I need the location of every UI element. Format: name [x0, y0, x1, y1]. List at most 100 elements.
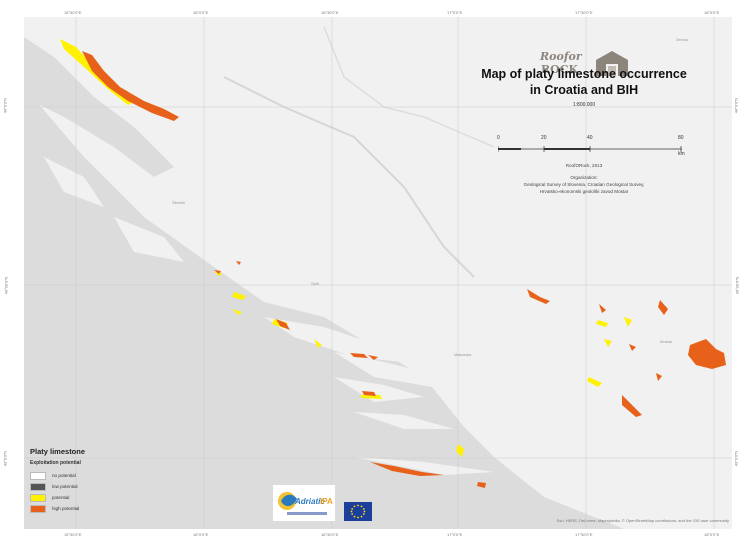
occurrence-potential-polygon: [604, 339, 612, 347]
logo-text: Roofor: [540, 50, 582, 63]
scalebar-label: 80: [678, 135, 684, 141]
occurrence-high-polygon: [599, 304, 606, 313]
occurrence-high-polygon: [276, 319, 290, 330]
graticule-label-bottom: 15°30'0"E: [64, 532, 82, 537]
map-title: Map of platy limestone occurrence in Cro…: [481, 67, 687, 97]
svg-text:IPA: IPA: [320, 497, 333, 506]
graticule-label-bottom: 17°0'0"E: [447, 532, 463, 537]
graticule-label-left: 43°0'0"N: [2, 450, 8, 467]
legend-label: no potential: [52, 473, 76, 478]
graticule-label-top: 17°0'0"E: [447, 10, 463, 15]
rooforrock-logo: Roofor ROCK: [540, 50, 650, 82]
graticule-label-top: 16°0'0"E: [193, 10, 209, 15]
graticule-label-left: 43°30'0"N: [3, 276, 9, 295]
legend-subtitle: Exploitation potential: [30, 460, 81, 466]
graticule-label-bottom: 16°30'0"E: [321, 532, 339, 537]
island: [114, 217, 184, 262]
scale-bar: 0 20 40 80 km: [497, 135, 685, 158]
occurrence-potential-polygon: [360, 395, 382, 399]
graticule-label-right: 43°30'0"N: [734, 276, 740, 295]
occurrence-potential-polygon: [232, 309, 242, 315]
legend-label: potential: [52, 495, 70, 500]
occurrence-potential-polygon: [456, 444, 464, 457]
occurrence-high-polygon: [370, 462, 444, 476]
logo-text: ROCK: [541, 63, 579, 76]
legend-title: Platy limestone: [30, 447, 86, 456]
occurrence-high-polygon: [104, 75, 110, 83]
legend-swatch: [30, 493, 46, 502]
credits-line: Hrvatsko-ekonomski geološki zavod Mostar: [539, 189, 629, 194]
legend-swatch: [30, 482, 46, 491]
graticule-label-top: 18°0'0"E: [704, 10, 720, 15]
place-label: Split: [311, 281, 319, 286]
legend-item: low potential: [30, 481, 150, 492]
occurrence-potential-polygon: [214, 272, 222, 276]
legend-swatch: [30, 504, 46, 513]
graticule-label-bottom: 18°0'0"E: [704, 532, 720, 537]
graticule-label-right: 44°0'0"N: [733, 97, 739, 114]
scalebar-label: 40: [587, 135, 593, 141]
occurrence-high-polygon: [368, 355, 378, 360]
eu-flag-icon: [344, 502, 372, 521]
basemap: [24, 17, 732, 529]
graticule-label-top: 15°30'0"E: [64, 10, 82, 15]
legend-item: no potential: [30, 470, 150, 481]
island: [44, 157, 104, 207]
occurrence-potential-polygon: [596, 320, 608, 327]
scalebar-unit: km: [678, 151, 685, 157]
legend-item: potential: [30, 492, 150, 503]
occurrence-high-polygon: [236, 261, 241, 265]
occurrence-high-polygon: [658, 300, 668, 315]
occurrence-high-polygon: [656, 373, 662, 381]
occurrence-high-polygon: [622, 395, 642, 417]
occurrence-high-polygon: [214, 270, 221, 274]
occurrence-high: [82, 51, 726, 488]
scalebar-label: 20: [541, 135, 547, 141]
scale-ratio: 1:800.000: [572, 102, 596, 108]
graticule-label-bottom: 17°30'0"E: [575, 532, 593, 537]
occurrence-potential-polygon: [232, 292, 246, 300]
graticule-label-right: 43°0'0"N: [733, 450, 739, 467]
island: [354, 457, 494, 475]
legend-label: low potential: [52, 484, 78, 489]
occurrence-potential-polygon: [624, 317, 632, 327]
adriatic-ipa-logo: Adriatic IPA: [272, 484, 336, 522]
island: [334, 377, 424, 402]
occurrence-high-polygon: [350, 353, 368, 358]
legend: Platy limestone Exploitation potential n…: [30, 447, 150, 514]
adriatic-sea: [24, 87, 624, 529]
island: [264, 317, 404, 362]
svg-text:Adriatic: Adriatic: [294, 497, 325, 506]
place-label: Mostar: [660, 339, 673, 344]
credits-line: Geological Survey of Slovenia, Croatian …: [523, 182, 645, 187]
place-label: Šibenik: [172, 200, 186, 205]
legend-item: high potential: [30, 503, 150, 514]
legend-label: high potential: [52, 506, 80, 511]
island: [334, 352, 494, 392]
occurrence-high-polygon: [688, 339, 726, 369]
occurrence-high-polygon: [527, 289, 550, 304]
title-block: Map of platy limestone occurrence in Cro…: [466, 66, 702, 108]
credits-heading: Organization:: [570, 175, 598, 180]
occurrence-high-polygon: [477, 482, 486, 488]
house-icon: [596, 51, 628, 76]
river-line: [223, 76, 475, 278]
occurrence-high-polygon: [82, 51, 179, 121]
credits-block: RoofORock, 2013 Organization: Geological…: [466, 162, 702, 195]
graticule-label-bottom: 16°0'0"E: [193, 532, 209, 537]
basemap-attribution: Esri, HERE, DeLorme, MapmyIndia, © OpenS…: [556, 518, 729, 523]
scalebar-label: 0: [497, 135, 500, 141]
map-canvas[interactable]: Zenica Šibenik Split Makarska Mostar: [24, 17, 732, 529]
occurrence-potential-polygon: [314, 339, 322, 348]
occurrence-high-polygon: [629, 344, 636, 351]
graticule-label-top: 16°30'0"E: [321, 10, 339, 15]
place-label: Makarska: [454, 352, 472, 357]
copyright-text: RoofORock, 2013: [565, 163, 603, 168]
place-label: Zenica: [676, 37, 689, 42]
occurrence-potential-polygon: [587, 377, 602, 387]
graticule-label-left: 44°0'0"N: [2, 97, 8, 114]
legend-swatch: [30, 471, 46, 480]
graticule-label-top: 17°30'0"E: [575, 10, 593, 15]
island: [354, 412, 454, 429]
